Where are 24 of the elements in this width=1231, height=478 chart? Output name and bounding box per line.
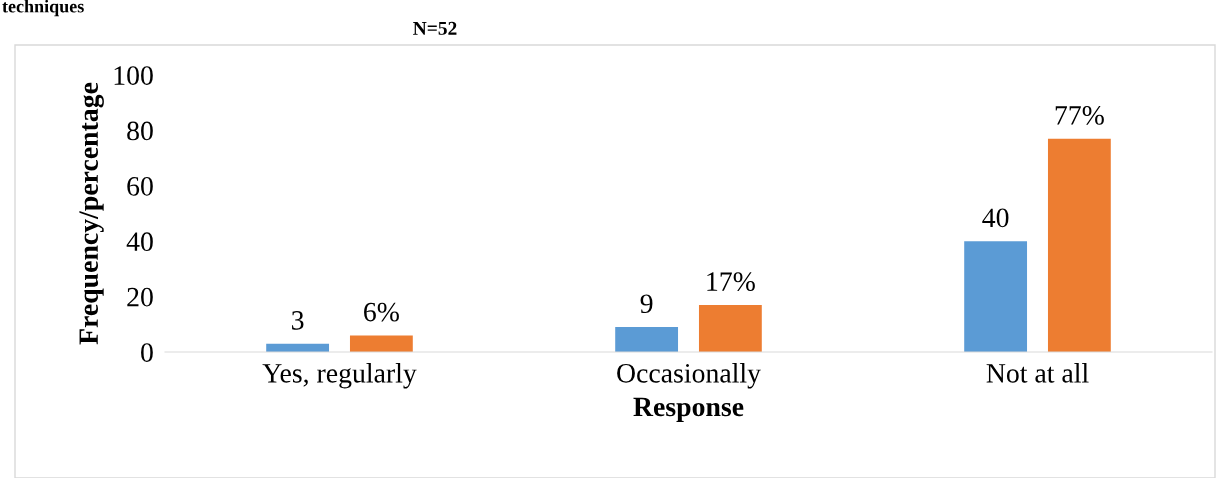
y-tick-label: 40 [126, 232, 153, 252]
x-tick-label: Not at all [986, 363, 1089, 383]
data-label: 40 [982, 208, 1009, 228]
y-tick-label: 0 [141, 343, 153, 362]
text: techniques [2, 0, 84, 17]
bar [349, 335, 413, 352]
y-tick-label: 100 [114, 66, 153, 85]
bar [964, 241, 1028, 352]
x-tick-label: Yes, regularly [262, 363, 417, 389]
y-axis-title: Frequency/percentage [79, 82, 104, 345]
data-label: 77% [1055, 105, 1104, 125]
bar [698, 304, 762, 352]
x-axis-title: Response [633, 397, 744, 422]
data-label: 17% [707, 272, 755, 292]
y-tick-label: 20 [127, 287, 153, 307]
bar [615, 327, 679, 352]
data-label: 3 [292, 311, 304, 330]
y-tick-label: 80 [127, 121, 153, 141]
bar [1047, 138, 1111, 352]
data-label: 9 [640, 294, 653, 314]
y-tick-label: 60 [127, 176, 153, 196]
chart-title: N=52 [413, 21, 457, 35]
x-tick-label: Occasionally [617, 363, 761, 389]
data-label: 6% [364, 302, 399, 322]
